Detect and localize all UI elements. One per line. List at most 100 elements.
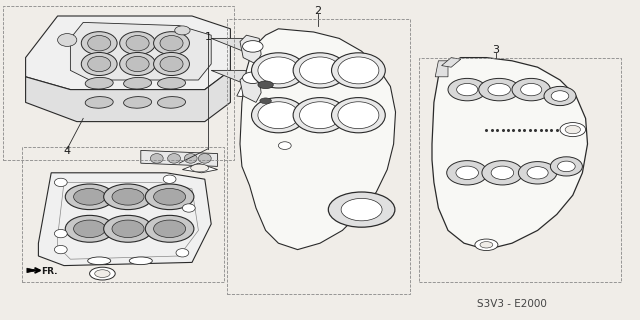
Polygon shape: [435, 61, 448, 77]
Ellipse shape: [154, 52, 189, 76]
Ellipse shape: [124, 77, 152, 89]
Ellipse shape: [85, 97, 113, 108]
Ellipse shape: [104, 184, 152, 210]
Polygon shape: [27, 268, 37, 273]
Ellipse shape: [150, 154, 163, 163]
Ellipse shape: [58, 34, 77, 46]
Ellipse shape: [154, 32, 189, 55]
Ellipse shape: [126, 56, 149, 72]
Ellipse shape: [475, 239, 498, 251]
Ellipse shape: [521, 84, 541, 96]
Polygon shape: [240, 35, 261, 64]
Ellipse shape: [482, 161, 523, 185]
Polygon shape: [240, 74, 261, 102]
Polygon shape: [182, 163, 218, 173]
Ellipse shape: [157, 77, 186, 89]
Ellipse shape: [88, 257, 111, 265]
Ellipse shape: [112, 188, 144, 205]
Ellipse shape: [120, 32, 156, 55]
Ellipse shape: [85, 77, 113, 89]
Text: FR.: FR.: [42, 267, 58, 276]
Ellipse shape: [81, 32, 117, 55]
Ellipse shape: [120, 52, 156, 76]
Polygon shape: [141, 150, 218, 166]
Ellipse shape: [300, 57, 340, 84]
Ellipse shape: [512, 78, 550, 101]
Ellipse shape: [184, 154, 197, 163]
Ellipse shape: [198, 154, 211, 163]
Ellipse shape: [81, 52, 117, 76]
Ellipse shape: [74, 188, 106, 205]
Ellipse shape: [332, 53, 385, 88]
Ellipse shape: [104, 215, 152, 242]
Ellipse shape: [527, 167, 548, 179]
Ellipse shape: [447, 161, 488, 185]
Text: S3V3 - E2000: S3V3 - E2000: [477, 299, 547, 309]
Ellipse shape: [54, 229, 67, 238]
Ellipse shape: [258, 102, 299, 129]
Ellipse shape: [88, 56, 111, 72]
Ellipse shape: [278, 142, 291, 149]
Ellipse shape: [544, 86, 576, 106]
Text: 3: 3: [493, 44, 499, 55]
Ellipse shape: [338, 102, 379, 129]
Ellipse shape: [491, 166, 514, 180]
Ellipse shape: [157, 97, 186, 108]
Ellipse shape: [176, 249, 189, 257]
Polygon shape: [211, 70, 269, 83]
Ellipse shape: [488, 84, 511, 96]
Ellipse shape: [557, 161, 575, 172]
Ellipse shape: [258, 81, 273, 89]
Ellipse shape: [54, 178, 67, 187]
Text: 1: 1: [205, 32, 211, 42]
Ellipse shape: [328, 192, 395, 227]
Ellipse shape: [258, 57, 299, 84]
Ellipse shape: [551, 91, 569, 101]
Bar: [419, 58, 621, 282]
Ellipse shape: [160, 56, 183, 72]
Polygon shape: [432, 58, 588, 250]
Ellipse shape: [65, 215, 114, 242]
Polygon shape: [237, 83, 269, 99]
Ellipse shape: [154, 220, 186, 237]
Polygon shape: [26, 70, 230, 122]
Ellipse shape: [74, 220, 106, 237]
Ellipse shape: [457, 84, 477, 96]
Ellipse shape: [300, 102, 340, 129]
Ellipse shape: [332, 98, 385, 133]
Ellipse shape: [191, 164, 209, 172]
Ellipse shape: [129, 257, 152, 265]
Ellipse shape: [252, 98, 305, 133]
Polygon shape: [26, 16, 230, 90]
Ellipse shape: [163, 175, 176, 183]
Ellipse shape: [479, 78, 520, 101]
Ellipse shape: [175, 26, 190, 35]
Ellipse shape: [54, 245, 67, 254]
Ellipse shape: [168, 154, 180, 163]
Ellipse shape: [243, 41, 263, 52]
Bar: [227, 19, 410, 294]
Ellipse shape: [550, 157, 582, 176]
Ellipse shape: [341, 198, 382, 221]
Ellipse shape: [126, 36, 149, 51]
Ellipse shape: [145, 184, 194, 210]
Polygon shape: [38, 173, 211, 266]
Text: 4: 4: [63, 146, 71, 156]
Ellipse shape: [88, 36, 111, 51]
Ellipse shape: [565, 125, 580, 134]
Polygon shape: [442, 58, 461, 67]
Ellipse shape: [112, 220, 144, 237]
Polygon shape: [240, 29, 396, 250]
Ellipse shape: [243, 72, 263, 84]
Ellipse shape: [293, 53, 347, 88]
Ellipse shape: [260, 98, 271, 104]
Ellipse shape: [95, 270, 110, 277]
Ellipse shape: [338, 57, 379, 84]
Ellipse shape: [560, 123, 586, 137]
Polygon shape: [211, 38, 269, 51]
Ellipse shape: [124, 97, 152, 108]
Ellipse shape: [252, 53, 305, 88]
Ellipse shape: [448, 78, 486, 101]
Text: 2: 2: [314, 6, 322, 16]
Bar: [3, 6, 234, 160]
